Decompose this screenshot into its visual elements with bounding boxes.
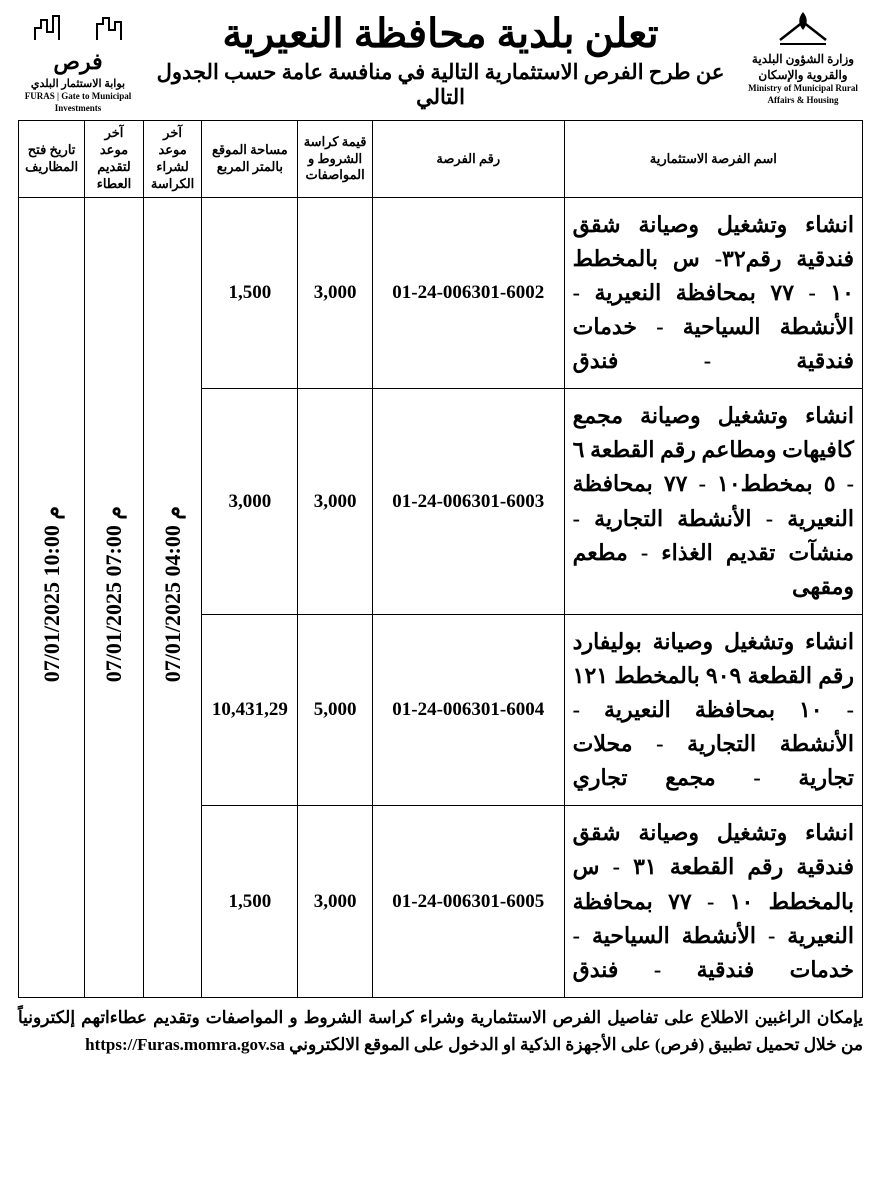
- opportunity-name: انشاء وتشغيل وصيانة شقق فندقية رقم٣٢- س …: [564, 197, 862, 388]
- table-row: انشاء وتشغيل وصيانة شقق فندقية رقم٣٢- س …: [19, 197, 863, 388]
- site-area: 10,431,29: [202, 614, 298, 805]
- col-oppno: رقم الفرصة: [372, 121, 564, 198]
- page-title: تعلن بلدية محافظة النعيرية: [148, 10, 733, 58]
- opportunities-table: اسم الفرصة الاستثمارية رقم الفرصة قيمة ك…: [18, 120, 863, 998]
- opportunity-name: انشاء وتشغيل وصيانة شقق فندقية رقم القطع…: [564, 806, 862, 997]
- ministry-logo: وزارة الشؤون البلدية والقروية والإسكان M…: [743, 10, 863, 107]
- ministry-name-1: وزارة الشؤون البلدية: [752, 52, 854, 68]
- spec-price: 3,000: [298, 197, 373, 388]
- site-area: 1,500: [202, 806, 298, 997]
- footer-note: يإمكان الراغبين الاطلاع على تفاصيل الفرص…: [18, 1004, 863, 1058]
- col-area: مساحة الموقع بالمتر المربع: [202, 121, 298, 198]
- col-deadline-buy: آخر موعد لشراء الكراسة: [143, 121, 202, 198]
- furas-logo: فرص بوابة الاستثمار البلدي FURAS | Gate …: [18, 10, 138, 114]
- title-block: تعلن بلدية محافظة النعيرية عن طرح الفرص …: [148, 10, 733, 110]
- col-name: اسم الفرصة الاستثمارية: [564, 121, 862, 198]
- opportunity-name: انشاء وتشغيل وصيانة بوليفارد رقم القطعة …: [564, 614, 862, 805]
- spec-price: 3,000: [298, 806, 373, 997]
- deadline-buy-value: 07/01/2025 م 04:00: [160, 506, 186, 682]
- deadline-submit-value: 07/01/2025 م 07:00: [101, 506, 127, 682]
- open-date-value: 07/01/2025 م 10:00: [39, 506, 65, 682]
- col-open-date: تاريخ فتح المظاريف: [19, 121, 85, 198]
- open-date-cell: 07/01/2025 م 10:00: [19, 197, 85, 997]
- spec-price: 5,000: [298, 614, 373, 805]
- opportunity-number: 01-24-006301-6005: [372, 806, 564, 997]
- furas-line-en: FURAS | Gate to Municipal Investments: [18, 91, 138, 114]
- page-subtitle: عن طرح الفرص الاستثمارية التالية في مناف…: [148, 60, 733, 110]
- skyline-icon: [33, 10, 123, 44]
- site-area: 1,500: [202, 197, 298, 388]
- opportunity-number: 01-24-006301-6003: [372, 389, 564, 615]
- col-price: قيمة كراسة الشروط و المواصفات: [298, 121, 373, 198]
- opportunity-number: 01-24-006301-6002: [372, 197, 564, 388]
- palm-swords-icon: [768, 10, 838, 48]
- header: وزارة الشؤون البلدية والقروية والإسكان M…: [18, 10, 863, 114]
- deadline-submit-cell: 07/01/2025 م 07:00: [85, 197, 144, 997]
- col-deadline-submit: آخر موعد لتقديم العطاء: [85, 121, 144, 198]
- opportunity-name: انشاء وتشغيل وصيانة مجمع كافيهات ومطاعم …: [564, 389, 862, 615]
- site-area: 3,000: [202, 389, 298, 615]
- footer-url[interactable]: https://Furas.momra.gov.sa: [85, 1035, 285, 1054]
- opportunity-number: 01-24-006301-6004: [372, 614, 564, 805]
- furas-line: بوابة الاستثمار البلدي: [31, 77, 125, 91]
- furas-brand: فرص: [53, 48, 102, 77]
- table-header-row: اسم الفرصة الاستثمارية رقم الفرصة قيمة ك…: [19, 121, 863, 198]
- spec-price: 3,000: [298, 389, 373, 615]
- ministry-name-2: والقروية والإسكان: [758, 68, 847, 84]
- deadline-buy-cell: 07/01/2025 م 04:00: [143, 197, 202, 997]
- ministry-name-en: Ministry of Municipal Rural Affairs & Ho…: [743, 83, 863, 106]
